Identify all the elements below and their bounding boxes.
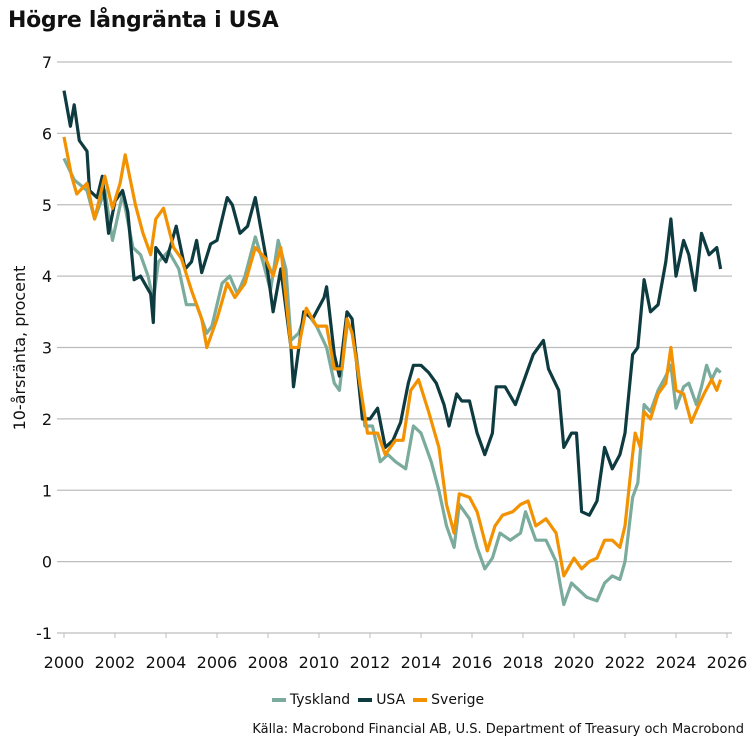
x-tick-label: 2026: [707, 653, 748, 672]
x-tick-label: 2024: [656, 653, 697, 672]
y-tick-label: 3: [42, 339, 52, 358]
x-tick-label: 2020: [554, 653, 595, 672]
legend-item-sverige: Sverige: [413, 692, 484, 708]
series-line-sverige: [62, 136, 723, 578]
y-tick-label: 7: [42, 53, 52, 72]
source-note: Källa: Macrobond Financial AB, U.S. Depa…: [252, 722, 744, 737]
legend-swatch: [358, 698, 373, 702]
y-axis-label: 10-årsränta, procent: [10, 266, 29, 431]
y-tick-label: 6: [42, 124, 52, 143]
y-tick-label: -1: [36, 624, 52, 643]
legend: Tyskland USA Sverige: [0, 690, 756, 708]
legend-swatch: [413, 698, 428, 702]
legend-label: USA: [376, 692, 406, 708]
line-chart: -1 0 1 2 3 4 5 6 7 2000 2002 2004 2006 2008 2010 2012 20…: [10, 53, 748, 672]
x-tick-label: 2004: [146, 653, 187, 672]
x-tick-label: 2002: [95, 653, 136, 672]
legend-item-tyskland: Tyskland: [271, 692, 351, 708]
legend-swatch: [271, 698, 286, 702]
y-tick-label: 1: [42, 481, 52, 500]
x-tick-label: 2016: [452, 653, 493, 672]
x-tick-label: 2022: [605, 653, 646, 672]
legend-item-usa: USA: [358, 692, 405, 708]
y-tick-label: 4: [42, 267, 52, 286]
legend-label: Sverige: [431, 692, 485, 708]
y-tick-label: 2: [42, 410, 52, 429]
x-tick-label: 2018: [503, 653, 544, 672]
y-tick-label: 0: [42, 553, 52, 572]
x-tick-label: 2008: [248, 653, 289, 672]
x-tick-label: 2014: [401, 653, 442, 672]
series-line-tyskland: [62, 157, 722, 607]
legend-label: Tyskland: [289, 692, 351, 708]
x-tick-label: 2006: [197, 653, 238, 672]
x-tick-label: 2012: [350, 653, 391, 672]
chart-title: Högre långränta i USA: [8, 8, 279, 33]
y-tick-label: 5: [42, 196, 52, 215]
x-tick-label: 2010: [299, 653, 340, 672]
series-line-usa: [62, 90, 723, 517]
x-tick-label: 2000: [44, 653, 85, 672]
